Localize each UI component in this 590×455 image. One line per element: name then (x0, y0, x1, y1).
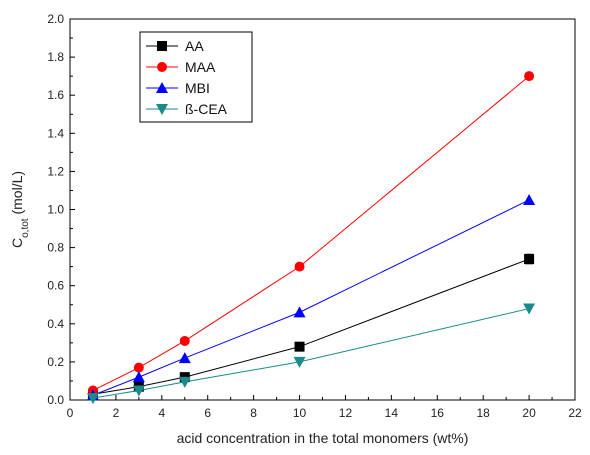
x-tick-label: 0 (67, 406, 74, 420)
legend-marker (156, 82, 168, 93)
y-tick-label: 0.0 (47, 393, 64, 407)
data-point (294, 261, 305, 272)
data-point (294, 341, 305, 352)
x-tick-label: 12 (339, 406, 353, 420)
data-point (523, 193, 536, 205)
data-point (524, 71, 535, 82)
series-layer (86, 71, 536, 405)
y-tick-label: 0.4 (47, 317, 64, 331)
y-axis-title-unit: (mol/L) (9, 171, 25, 218)
y-axis-title: Co,tot (mol/L) (9, 171, 31, 248)
x-tick-label: 18 (477, 406, 491, 420)
y-tick-label: 0.6 (47, 279, 64, 293)
x-axis: 0 2 4 6 8 10 12 14 16 18 20 22 (67, 395, 582, 420)
y-tick-label: 1.4 (47, 126, 64, 140)
x-tick-label: 10 (293, 406, 307, 420)
y-tick-label: 1.6 (47, 88, 64, 102)
y-tick-label: 1.8 (47, 50, 64, 64)
x-tick-label: 22 (568, 406, 582, 420)
svg-text:Co,tot (mol/L): Co,tot (mol/L) (9, 171, 31, 248)
legend-marker (156, 104, 168, 115)
x-tick-label: 2 (113, 406, 120, 420)
data-point (523, 303, 536, 315)
legend-item: ß-CEA (146, 101, 228, 117)
x-tick-label: 8 (250, 406, 257, 420)
data-point (132, 371, 145, 383)
legend: AA MAA MBI ß-CEA (139, 31, 253, 123)
data-point (178, 376, 191, 388)
legend-label: MAA (185, 59, 216, 75)
y-axis: 0.0 0.2 0.4 0.6 0.8 1.0 1.2 1.4 1.6 1.8 2.0 (47, 12, 75, 407)
x-tick-label: 20 (522, 406, 536, 420)
y-tick-label: 2.0 (47, 12, 64, 26)
legend-marker (157, 41, 167, 51)
data-point (293, 306, 306, 318)
data-point (178, 352, 191, 364)
legend-item: MAA (146, 59, 216, 75)
data-point (132, 385, 145, 397)
y-tick-label: 0.2 (47, 355, 64, 369)
series-cea (86, 303, 536, 405)
legend-label: MBI (185, 80, 210, 96)
x-tick-label: 16 (431, 406, 445, 420)
x-tick-label: 14 (385, 406, 399, 420)
x-tick-label: 4 (158, 406, 165, 420)
y-tick-label: 1.2 (47, 164, 64, 178)
legend-marker (157, 62, 167, 72)
legend-label: AA (185, 38, 204, 54)
y-tick-label: 0.8 (47, 241, 64, 255)
data-point (86, 393, 99, 405)
x-axis-title: acid concentration in the total monomers… (177, 430, 469, 446)
y-axis-title-subscript: o,tot (20, 218, 31, 238)
x-tick-label: 6 (204, 406, 211, 420)
legend-item: MBI (146, 80, 210, 96)
data-point (524, 254, 535, 265)
y-tick-label: 1.0 (47, 203, 64, 217)
data-point (293, 356, 306, 368)
y-axis-title-main: C (9, 238, 25, 248)
legend-item: AA (146, 38, 204, 54)
data-point (133, 362, 144, 373)
data-point (179, 335, 190, 346)
legend-label: ß-CEA (185, 101, 228, 117)
